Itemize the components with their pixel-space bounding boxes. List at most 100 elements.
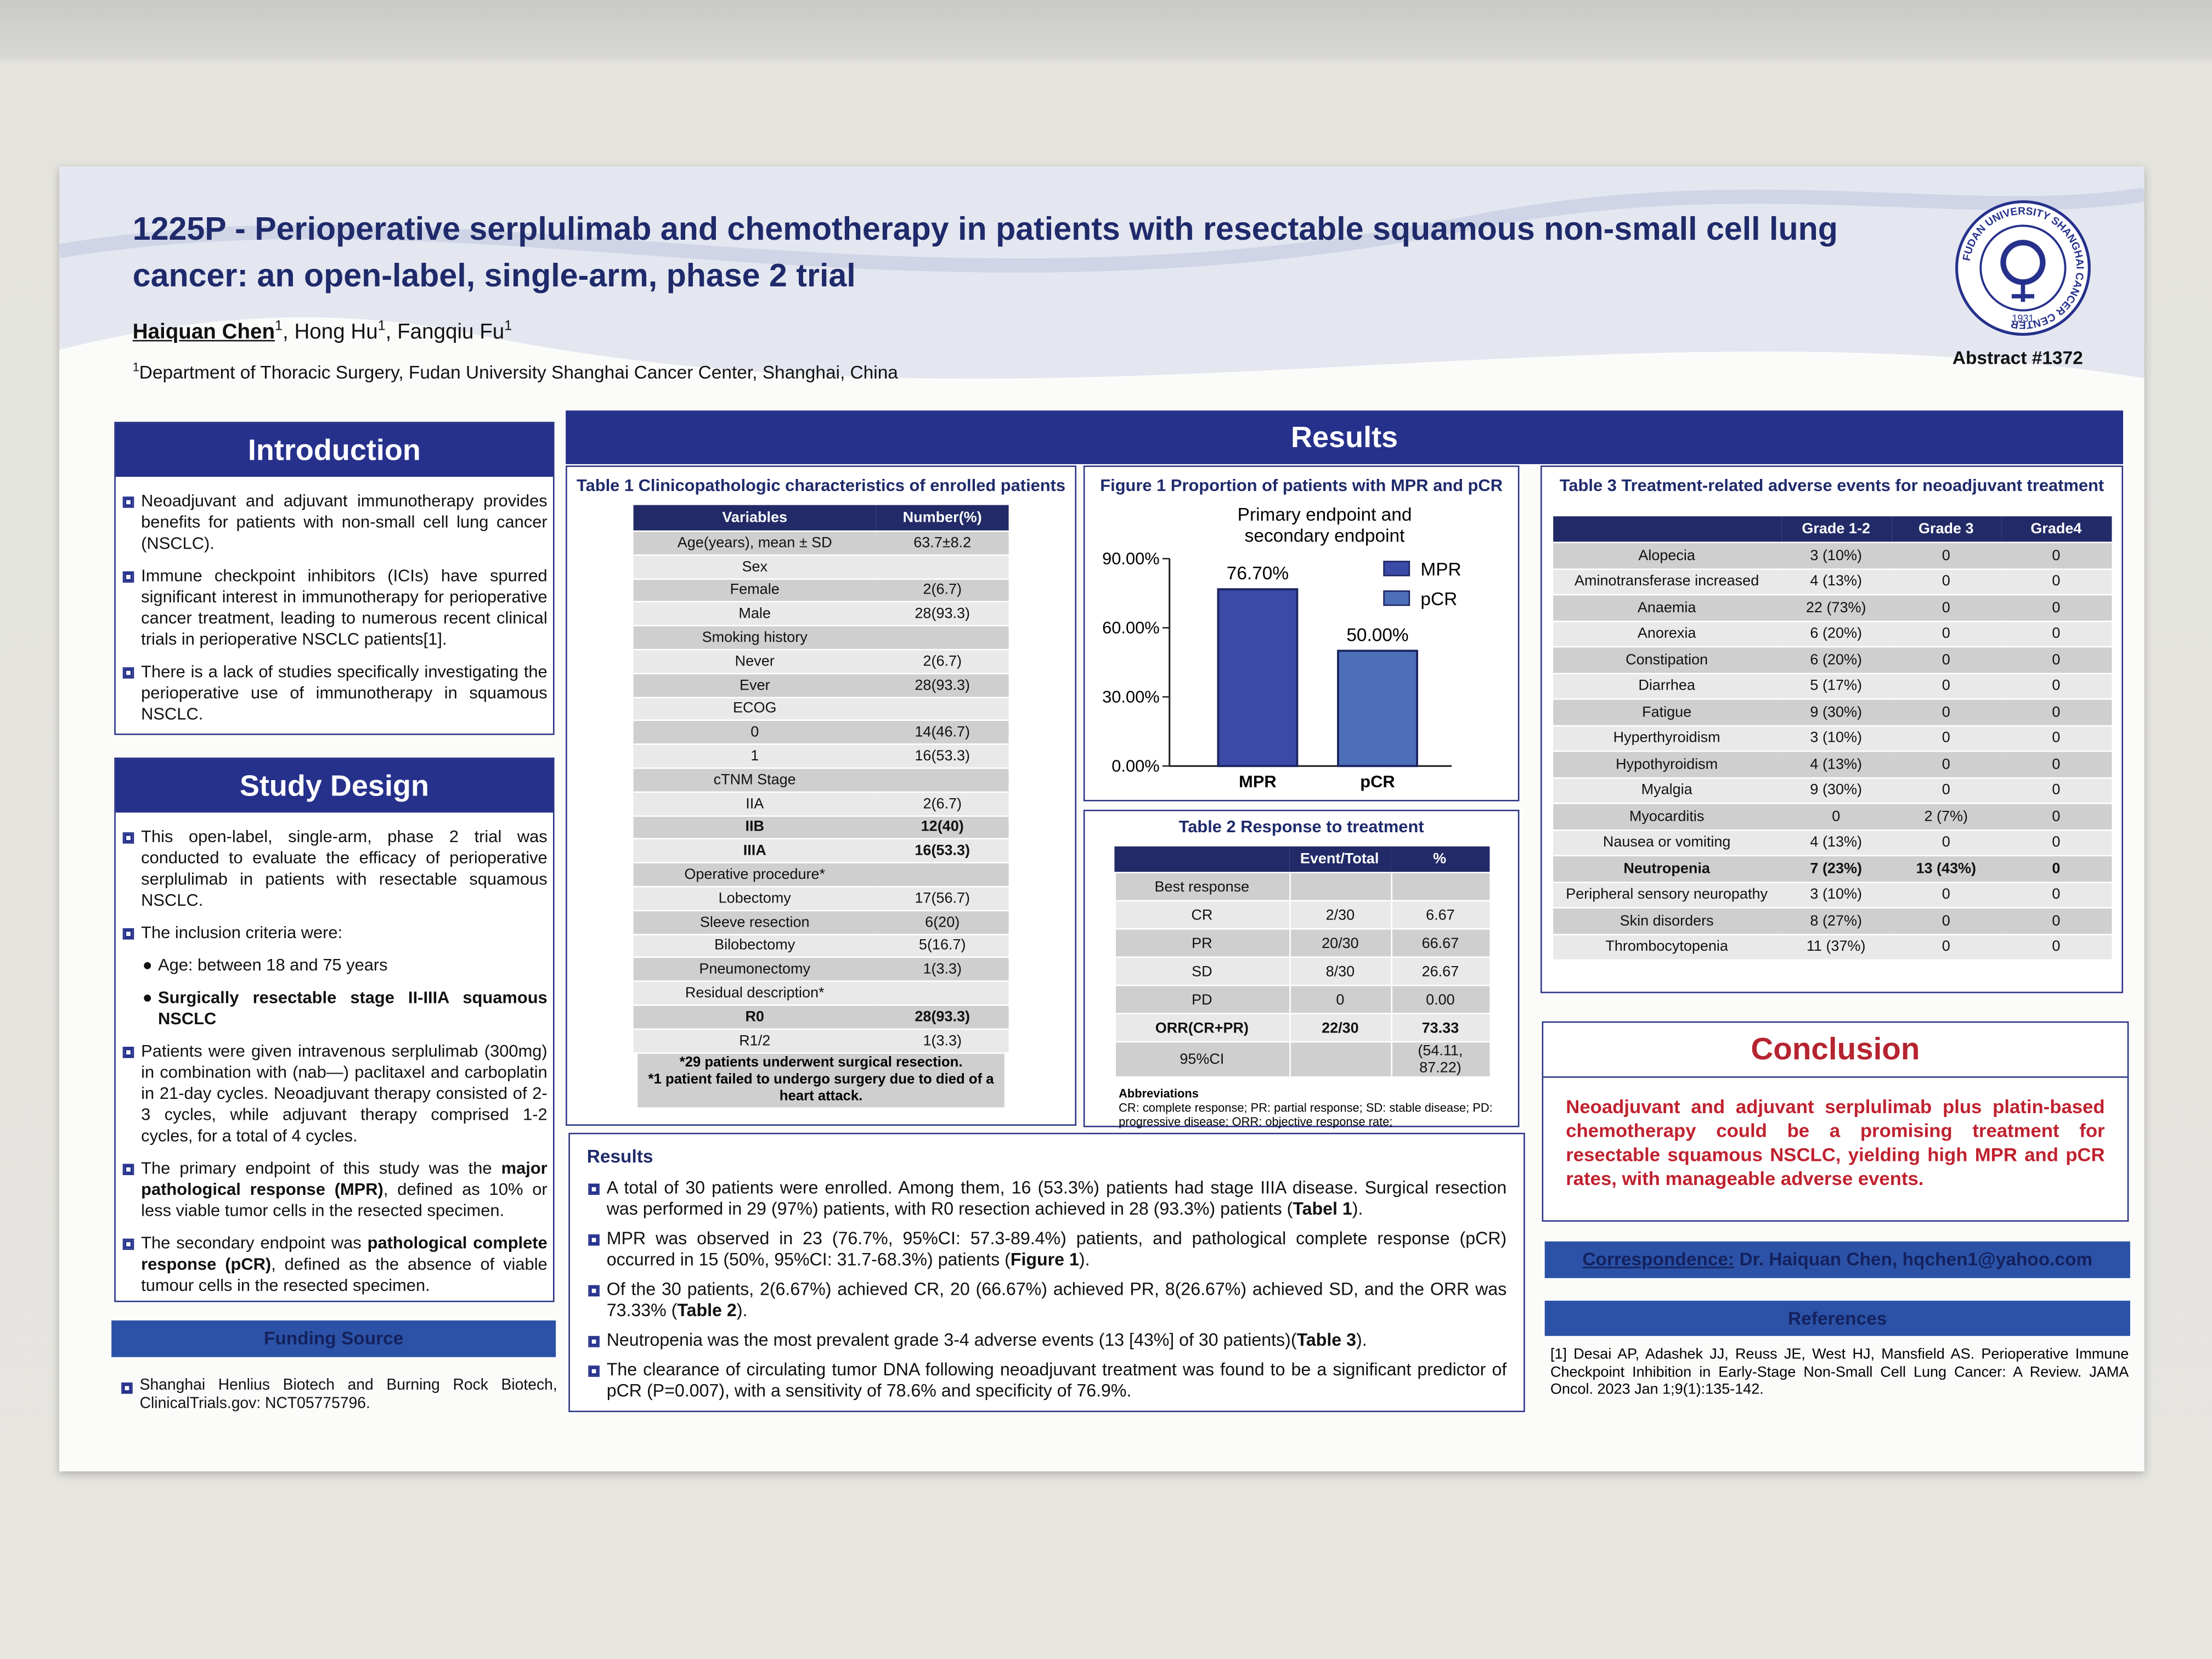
cell: 0 — [2001, 909, 2112, 933]
text-run: Immune checkpoint inhibitors (ICIs) have… — [141, 566, 548, 649]
row: R0 28(93.3) — [633, 1006, 1009, 1028]
row: Neutropenia 7 (23%) 13 (43%) 0 — [1552, 856, 2112, 881]
row: Constipation 6 (20%) 0 0 — [1552, 647, 2112, 673]
text-run: Table 2 — [677, 1300, 737, 1321]
bar — [1217, 588, 1299, 768]
cell: PD — [1114, 986, 1289, 1013]
text-run: , Fangqiu Fu — [385, 320, 505, 345]
cell: 0 — [2001, 647, 2112, 673]
section-body: Neoadjuvant and adjuvant immunotherapy p… — [116, 477, 553, 742]
row: IIA 2(6.7) — [633, 792, 1009, 815]
cell: 0 — [2001, 569, 2112, 594]
abbreviations-text: CR: complete response; PR: partial respo… — [1119, 1100, 1493, 1129]
bullet: Shanghai Henlius Biotech and Burning Roc… — [120, 1377, 557, 1414]
cell: 63.7±8.2 — [876, 532, 1009, 555]
cell: Smoking history — [633, 627, 876, 649]
table-title: Table 2 Response to treatment — [1178, 816, 1424, 837]
cell: 0 — [2001, 804, 2112, 829]
cell — [876, 697, 1009, 720]
cell: Hyperthyroidism — [1552, 726, 1781, 751]
cell: 3 (10%) — [1781, 726, 1891, 751]
figure-title: Figure 1 Proportion of patients with MPR… — [1100, 475, 1503, 495]
text-run: Table 3 — [1296, 1330, 1356, 1350]
cell: 8 (27%) — [1781, 909, 1891, 933]
header-cell: Grade4 — [2001, 516, 2112, 542]
cell: Nausea or vomiting — [1552, 830, 1781, 855]
row: Ever 28(93.3) — [633, 674, 1009, 697]
cell: 0 — [2001, 726, 2112, 751]
cell: 4 (13%) — [1781, 752, 1891, 777]
text-run: Figure 1 — [1010, 1250, 1079, 1270]
introduction: Introduction Neoadjuvant and adjuvant im… — [114, 421, 555, 735]
cell: Sleeve resection — [633, 911, 876, 934]
text-run: The secondary endpoint was — [141, 1233, 368, 1253]
row: Aminotransferase increased 4 (13%) 0 0 — [1552, 569, 2112, 594]
cell: 0 — [1891, 934, 2001, 960]
bar-chart: 0.00% 30.00% 60.00% 90.00% 76.70% MPR MPR 50.00… — [1102, 549, 1462, 791]
cell — [1289, 873, 1391, 900]
cell: Myocarditis — [1552, 804, 1781, 829]
cell: Hypothyroidism — [1552, 752, 1781, 777]
cell: 0 — [1891, 595, 2001, 620]
cell: 0 — [2001, 882, 2112, 907]
abbreviations: Abbreviations CR: complete response; PR: … — [1085, 1078, 1517, 1129]
row: Diarrhea 5 (17%) 0 0 — [1552, 673, 2112, 698]
bullet: There is a lack of studies specifically … — [121, 662, 548, 725]
cell: Skin disorders — [1552, 909, 1781, 933]
cell: Bilobectomy — [633, 934, 876, 957]
value-label: 76.70% — [1227, 563, 1289, 584]
cell: 3 (10%) — [1781, 882, 1891, 907]
row: Operative procedure* — [633, 864, 1009, 886]
bullet: Neutropenia was the most prevalent grade… — [587, 1330, 1507, 1352]
cell: IIIA — [633, 839, 876, 862]
cell: Best response — [1114, 873, 1289, 900]
cell: 0 — [2001, 830, 2112, 855]
header-row: Variables Number(%) — [633, 505, 1009, 531]
cell: Never — [633, 650, 876, 673]
cell: Pneumonectomy — [633, 958, 876, 981]
cell: 3 (10%) — [1781, 543, 1891, 568]
cell: Anorexia — [1552, 621, 1781, 646]
row: Hypothyroidism 4 (13%) 0 0 — [1552, 752, 2112, 777]
legend-label: pCR — [1420, 589, 1457, 610]
cell: 6.67 — [1390, 901, 1489, 928]
bullet: Immune checkpoint inhibitors (ICIs) have… — [121, 566, 548, 650]
y-tick-label: 90.00% — [1102, 549, 1160, 568]
bullet: A total of 30 patients were enrolled. Am… — [587, 1178, 1506, 1220]
text-run: Shanghai Henlius Biotech and Burning Roc… — [139, 1376, 557, 1412]
cell: 9 (30%) — [1781, 778, 1891, 803]
x-tick-label: MPR — [1239, 772, 1277, 791]
row: ECOG — [633, 697, 1009, 720]
cell: 0 — [1891, 673, 2001, 698]
cell: 12(40) — [876, 816, 1009, 839]
row: Nausea or vomiting 4 (13%) 0 0 — [1552, 830, 2112, 855]
cell: cTNM Stage — [633, 769, 876, 791]
text-run: Age: between 18 and 75 years — [158, 955, 388, 975]
cell: 20/30 — [1289, 929, 1391, 957]
row: cTNM Stage — [633, 769, 1009, 791]
affiliation: 1Department of Thoracic Surgery, Fudan U… — [133, 360, 898, 383]
cell: 7 (23%) — [1781, 856, 1891, 881]
header-cell: Grade 3 — [1891, 516, 2001, 542]
cell: Male — [633, 603, 876, 625]
cell: 0 — [2001, 934, 2112, 960]
value-label: 50.00% — [1346, 625, 1408, 645]
cell: 1(3.3) — [876, 958, 1009, 981]
text-run: pathological complete response (pCR) — [141, 1233, 548, 1274]
logo: FUDAN UNIVERSITY SHANGHAI CANCER CENTER … — [1955, 200, 2091, 336]
text-run: 1 — [377, 319, 386, 335]
cell — [1390, 873, 1489, 900]
cell: R1/2 — [633, 1029, 876, 1052]
cell: 73.33 — [1390, 1014, 1489, 1041]
cell: Aminotransferase increased — [1552, 569, 1781, 594]
cell: 28(93.3) — [876, 674, 1009, 697]
cell: 0 — [1891, 621, 2001, 646]
table-notes: *29 patients underwent surgical resectio… — [637, 1053, 1005, 1107]
cell: 2(6.7) — [876, 650, 1009, 673]
cell: Residual description* — [633, 982, 876, 1005]
funding-heading: Funding Source — [111, 1320, 556, 1357]
cell: Operative procedure* — [633, 864, 876, 886]
header-cell: % — [1390, 846, 1489, 872]
section-heading: Study Design — [115, 759, 553, 813]
cell: 0 — [2001, 752, 2112, 777]
